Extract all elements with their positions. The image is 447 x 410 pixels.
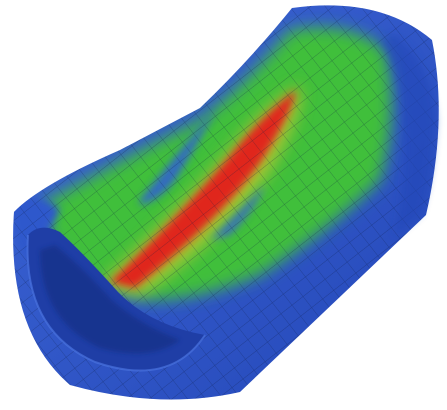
deformed-tube-render <box>0 0 447 410</box>
page <box>0 0 447 410</box>
surface-field <box>0 0 447 410</box>
mesh-overlay <box>0 0 447 410</box>
